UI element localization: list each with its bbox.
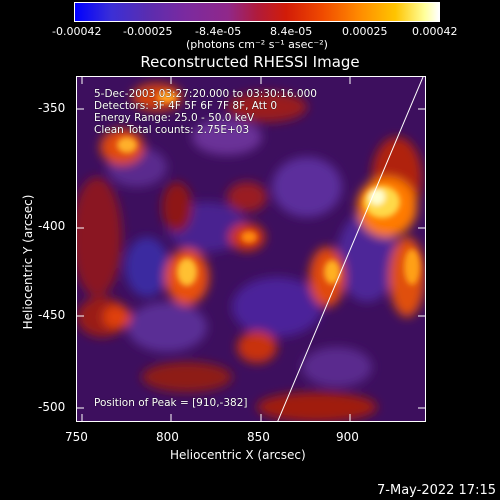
time-range-label: 5-Dec-2003 03:27:20.000 to 03:30:16.000: [94, 88, 317, 100]
image-highlights: [117, 91, 420, 286]
image-map: [77, 77, 425, 421]
image-title: Reconstructed RHESSI Image: [140, 53, 360, 71]
y-axis-label: Heliocentric Y (arcsec): [21, 194, 35, 330]
x-tick-label: 750: [65, 430, 88, 444]
colorbar-tick-label: 0.00025: [342, 25, 388, 38]
rhessi-image: [76, 76, 426, 422]
colorbar-tick-label: 0.00042: [412, 25, 458, 38]
plot-datestamp: 7-May-2022 17:15: [377, 483, 496, 498]
colorbar-tick-label: -8.4e-05: [195, 25, 242, 38]
x-tick-label: 850: [247, 430, 270, 444]
x-axis-label: Heliocentric X (arcsec): [170, 448, 306, 462]
peak-position-label: Position of Peak = [910,-382]: [94, 397, 248, 409]
image-texture: [77, 83, 425, 421]
energy-range-label: Energy Range: 25.0 - 50.0 keV: [94, 112, 255, 124]
x-tick-label: 900: [336, 430, 359, 444]
limb-line: [277, 77, 424, 421]
detectors-label: Detectors: 3F 4F 5F 6F 7F 8F, Att 0: [94, 100, 278, 112]
clean-counts-label: Clean Total counts: 2.75E+03: [94, 124, 250, 136]
y-tick-label: -400: [38, 219, 66, 233]
x-tick-label: 800: [156, 430, 179, 444]
colorbar-tick-label: -0.00042: [52, 25, 102, 38]
colorbar-tick-label: 8.4e-05: [270, 25, 313, 38]
y-tick-label: -450: [38, 308, 66, 322]
colorbar: [74, 2, 440, 22]
colorbar-tick-label: -0.00025: [123, 25, 173, 38]
y-tick-label: -350: [38, 101, 66, 115]
y-tick-label: -500: [38, 400, 66, 414]
colorbar-units: (photons cm⁻² s⁻¹ asec⁻²): [186, 38, 328, 51]
